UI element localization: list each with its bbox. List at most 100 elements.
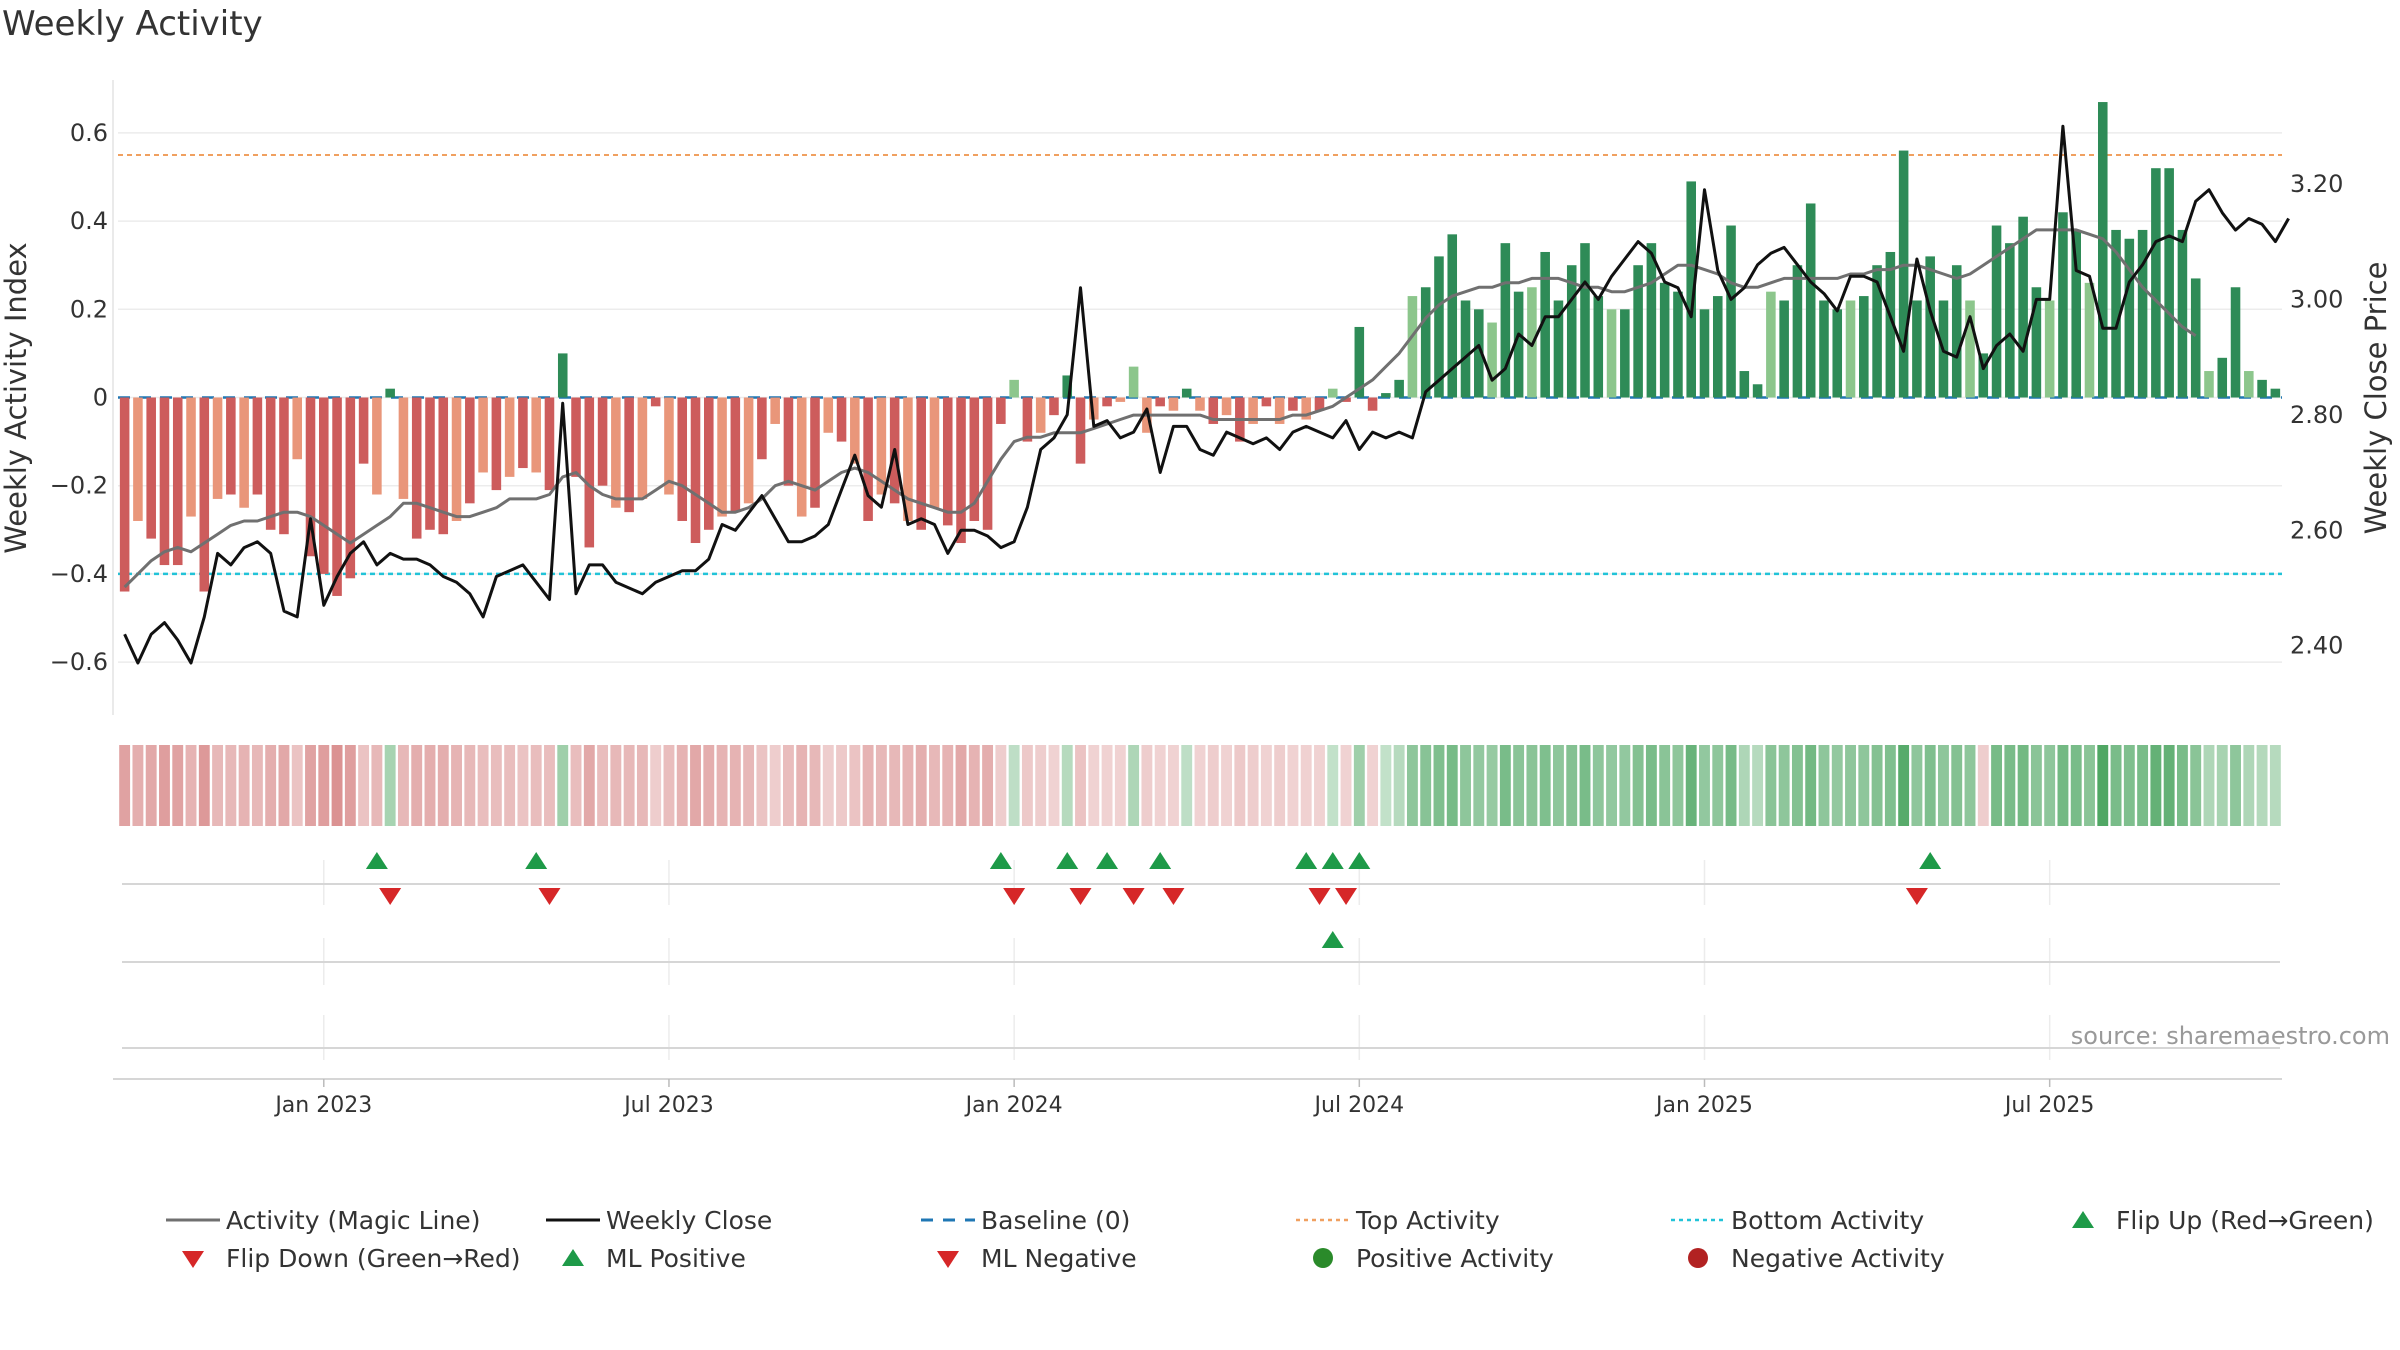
activity-bar [292,397,303,460]
activity-bar [836,397,847,442]
intensity-cell [1592,745,1604,826]
x-tick-label: Jan 2025 [1654,1093,1753,1118]
activity-bar [345,397,356,579]
intensity-cell [1778,745,1790,826]
activity-bar [1288,397,1298,411]
intensity-cell [1699,745,1710,826]
intensity-cell [1924,745,1936,826]
activity-bar [929,397,940,508]
intensity-cell [371,745,383,826]
intensity-cell [530,745,542,826]
activity-bar [1155,397,1165,407]
intensity-cell [2030,745,2042,826]
activity-bar [743,397,754,504]
y-tick-left: 0.2 [70,295,108,323]
dot-cyan-icon [1671,1218,1725,1222]
activity-bar [1208,397,1219,424]
activity-bar [119,397,130,592]
activity-bar [1168,397,1179,411]
intensity-cell [1898,745,1910,826]
activity-bar [2257,379,2267,398]
intensity-cell [968,745,980,826]
intensity-cell [995,745,1007,826]
activity-bar [1128,366,1139,398]
intensity-cell [2017,745,2029,826]
activity-bar [372,397,382,495]
intensity-cell [1075,745,1086,826]
activity-bar [305,397,316,557]
intensity-cell [663,745,675,826]
intensity-cell [1553,745,1564,826]
activity-bar [1394,379,1404,398]
activity-bar [584,397,595,548]
intensity-cell [1194,745,1206,826]
intensity-cell [1141,745,1153,826]
activity-bar [1115,397,1126,402]
intensity-cell [145,745,157,826]
activity-bar [2084,282,2095,398]
intensity-cell [1048,745,1060,826]
intensity-cell [1858,745,1870,826]
activity-bar [1673,291,1683,398]
intensity-cell [1831,745,1843,826]
intensity-cell [1791,745,1803,826]
intensity-cell [1818,745,1830,826]
activity-bar [1301,397,1311,420]
dot-orange-icon [1296,1218,1350,1222]
intensity-cell [1367,745,1379,826]
activity-bar [730,397,741,513]
intensity-cell [198,745,210,826]
intensity-cell [796,745,808,826]
ml-positive-marker [1321,931,1344,948]
magic-line [123,228,2197,589]
flip-down-marker [1335,888,1358,905]
y-tick-left: −0.2 [50,472,108,500]
activity-bar [597,397,608,486]
flip-up-marker [525,852,548,869]
activity-bar [1367,397,1378,411]
intensity-cell [1539,745,1551,826]
intensity-cell [703,745,715,826]
activity-bar [438,397,449,535]
legend-label: Flip Down (Green→Red) [226,1243,521,1273]
activity-bar [1354,326,1365,398]
flip-up-marker [1149,852,1172,869]
intensity-cell [690,745,701,826]
activity-bar [2217,357,2228,398]
activity-bars [119,102,2281,596]
activity-bar [863,397,873,521]
activity-bar [1434,256,1444,398]
activity-bar [956,397,966,544]
flip-up-marker [1295,852,1318,869]
intensity-cell [2269,745,2281,826]
activity-bar [1566,265,1577,398]
activity-bar [318,397,329,574]
intensity-cell [1406,745,1418,826]
legend-label: Positive Activity [1356,1243,1554,1273]
activity-bar [996,397,1006,424]
intensity-cell [278,745,290,826]
intensity-cell [1154,745,1166,826]
axes: 0.6 0.4 0.2 0 −0.2 −0.4 −0.6 3.20 3.00 2.80 2.60 2.… [50,80,2343,1118]
intensity-cell [849,745,861,826]
legend-label: Flip Up (Red→Green) [2116,1205,2374,1235]
activity-bar [2177,229,2188,398]
activity-bar [186,397,196,517]
circle-darkred-icon [1688,1248,1708,1268]
line-black-icon [546,1218,600,1222]
activity-bar [1447,234,1458,398]
intensity-cell [2123,745,2135,826]
x-tick-label: Jan 2023 [273,1093,372,1118]
intensity-cell [1619,745,1631,826]
activity-bar [1885,251,1896,398]
activity-bar [611,397,621,508]
activity-bar [133,397,143,521]
intensity-cell [477,745,489,826]
activity-bar [1248,397,1258,424]
activity-bar [1620,309,1630,398]
intensity-cell [265,745,277,826]
intensity-cell [1991,745,2003,826]
legend-label: Activity (Magic Line) [226,1205,481,1235]
intensity-cell [424,745,436,826]
activity-bar [172,397,183,566]
